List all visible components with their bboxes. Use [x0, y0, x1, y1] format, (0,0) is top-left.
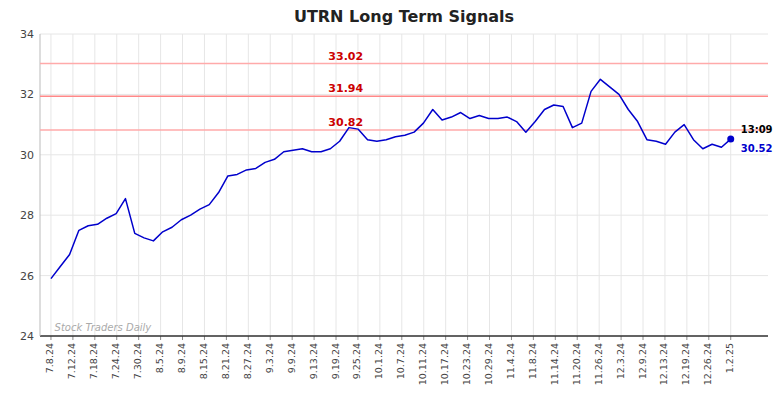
x-tick-label: 9.13.24 — [308, 343, 319, 379]
x-tick-label: 7.12.24 — [66, 343, 77, 379]
x-tick-label: 12.26.24 — [702, 343, 713, 385]
x-grid-line — [116, 34, 117, 336]
x-tick-label: 8.21.24 — [220, 343, 231, 379]
y-axis-line — [40, 34, 41, 336]
x-grid-line — [423, 34, 424, 336]
y-grid-line — [40, 154, 768, 155]
y-grid-line — [40, 34, 768, 35]
x-grid-line — [160, 34, 161, 336]
x-tick-label: 11.26.24 — [593, 343, 604, 385]
last-time: 13:09 — [741, 124, 773, 135]
grid — [40, 34, 768, 336]
x-grid-line — [204, 34, 205, 336]
x-grid-line — [292, 34, 293, 336]
x-tick-label: 7.24.24 — [110, 343, 121, 379]
x-grid-line — [643, 34, 644, 336]
signal-label: 30.82 — [328, 116, 363, 129]
x-grid-line — [621, 34, 622, 336]
chart: UTRN Long Term Signals 24 26 28 30 32 34 7.8.24… — [0, 0, 784, 398]
x-tick-label: 12.9.24 — [637, 343, 648, 379]
x-grid-line — [511, 34, 512, 336]
x-grid-line — [489, 34, 490, 336]
signal-line — [40, 129, 768, 131]
x-tick-label: 11.14.24 — [549, 343, 560, 385]
x-tick-label: 11.20.24 — [571, 343, 582, 385]
last-price: 30.52 — [741, 143, 773, 154]
x-tick-label: 12.13.24 — [658, 343, 669, 385]
y-tick-label: 34 — [20, 28, 34, 41]
x-tick-label: 9.25.24 — [351, 343, 362, 379]
price-line — [51, 79, 731, 278]
last-point — [727, 136, 734, 143]
y-tick-label: 26 — [20, 270, 34, 283]
x-grid-line — [664, 34, 665, 336]
x-tick-label: 7.8.24 — [44, 343, 55, 373]
y-tick-label: 28 — [20, 209, 34, 222]
x-tick-label: 8.27.24 — [242, 343, 253, 379]
x-grid-line — [555, 34, 556, 336]
y-tick-label: 24 — [20, 330, 34, 343]
x-tick-label: 9.3.24 — [264, 343, 275, 373]
x-tick-label: 10.7.24 — [395, 343, 406, 379]
x-grid-line — [577, 34, 578, 336]
x-tick-label: 8.15.24 — [198, 343, 209, 379]
plot-area — [40, 64, 768, 279]
x-tick-label: 12.3.24 — [615, 343, 626, 379]
x-grid-line — [138, 34, 139, 336]
title: UTRN Long Term Signals — [294, 7, 514, 26]
x-tick-label: 7.18.24 — [88, 343, 99, 379]
x-tick-label: 7.30.24 — [132, 343, 143, 379]
y-tick-label: 30 — [20, 149, 34, 162]
x-grid-line — [533, 34, 534, 336]
y-tick-label: 32 — [20, 88, 34, 101]
x-tick-label: 1.2.25 — [724, 343, 735, 373]
x-grid-line — [708, 34, 709, 336]
x-grid-line — [50, 34, 51, 336]
x-tick-label: 10.11.24 — [417, 343, 428, 385]
y-grid-line — [40, 215, 768, 216]
x-tick-label: 11.4.24 — [505, 343, 516, 379]
x-grid-line — [226, 34, 227, 336]
x-axis-line — [40, 335, 768, 337]
x-grid-line — [94, 34, 95, 336]
y-grid-line — [40, 336, 768, 337]
x-grid-line — [445, 34, 446, 336]
x-grid-line — [182, 34, 183, 336]
signal-line — [40, 63, 768, 65]
signal-label: 31.94 — [328, 82, 363, 95]
x-grid-line — [467, 34, 468, 336]
x-tick-label: 10.23.24 — [461, 343, 472, 385]
x-grid-line — [270, 34, 271, 336]
x-grid-line — [72, 34, 73, 336]
x-tick-label: 9.19.24 — [330, 343, 341, 379]
signal-line — [40, 95, 768, 97]
signal-label: 33.02 — [328, 50, 363, 63]
x-tick-label: 8.9.24 — [176, 343, 187, 373]
x-tick-label: 9.9.24 — [286, 343, 297, 373]
x-tick-label: 10.29.24 — [483, 343, 494, 385]
x-tick-label: 11.8.24 — [527, 343, 538, 379]
x-tick-label: 10.1.24 — [373, 343, 384, 379]
x-tick-label: 12.19.24 — [680, 343, 691, 385]
x-tick-label: 8.5.24 — [154, 343, 165, 373]
x-grid-line — [730, 34, 731, 336]
x-grid-line — [248, 34, 249, 336]
x-grid-line — [686, 34, 687, 336]
y-grid-line — [40, 275, 768, 276]
y-grid-line — [40, 94, 768, 95]
x-grid-line — [336, 34, 337, 336]
x-grid-line — [379, 34, 380, 336]
x-tick-label: 10.17.24 — [439, 343, 450, 385]
x-grid-line — [314, 34, 315, 336]
x-grid-line — [357, 34, 358, 336]
x-grid-line — [401, 34, 402, 336]
watermark: Stock Traders Daily — [55, 322, 153, 333]
